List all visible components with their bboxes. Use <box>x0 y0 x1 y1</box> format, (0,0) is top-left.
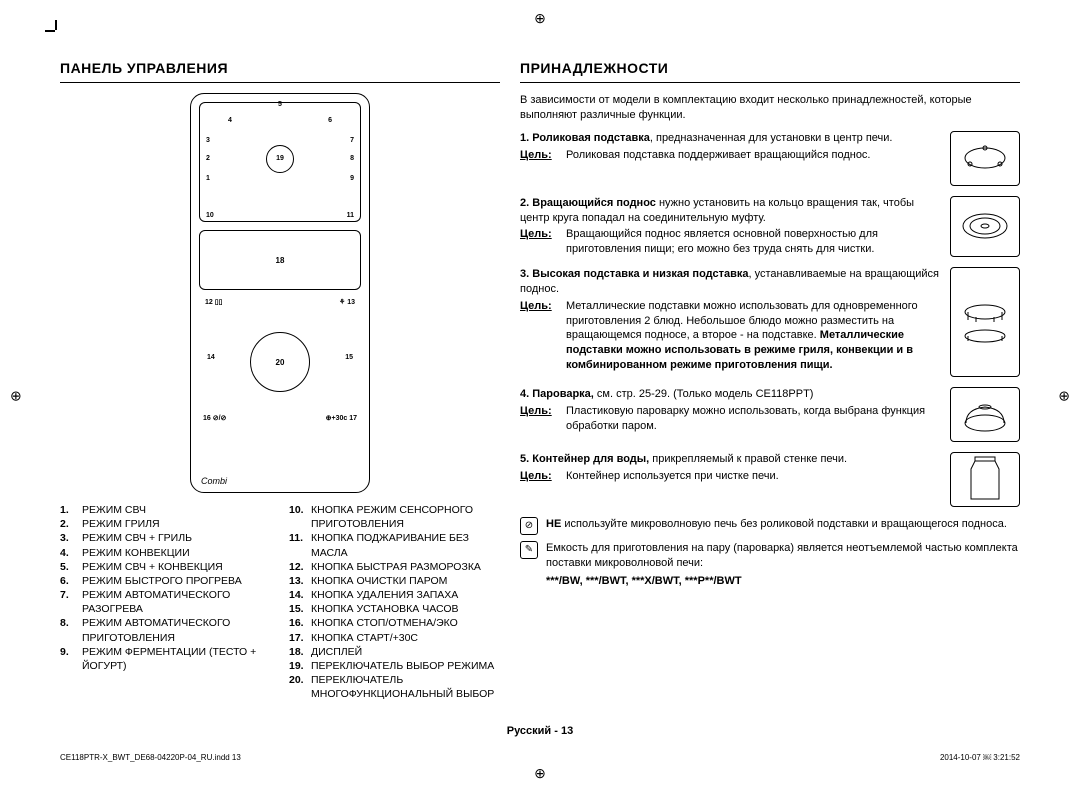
accessory-illustration <box>950 196 1020 257</box>
mode-item: 19.ПЕРЕКЛЮЧАТЕЛЬ ВЫБОР РЕЖИМА <box>289 659 500 673</box>
accessory-item: 3. Высокая подставка и низкая подставка,… <box>520 267 1020 377</box>
info-icon: ✎ <box>520 541 538 559</box>
panel-rule <box>60 82 500 83</box>
mode-item: 11.КНОПКА ПОДЖАРИВАНИЕ БЕЗ МАСЛА <box>289 531 500 559</box>
mode-item: 12.КНОПКА БЫСТРАЯ РАЗМОРОЗКА <box>289 560 500 574</box>
register-mark-bottom: ⊕ <box>534 765 546 782</box>
diagram-mid-row: 12 ▯▯ ⚘ 13 <box>199 298 361 306</box>
accessory-item: 4. Пароварка, см. стр. 25-29. (Только мо… <box>520 387 1020 442</box>
warning-note: ⊘ НЕ используйте микроволновую печь без … <box>520 517 1020 535</box>
diagram-upper: 5 4 6 3 7 2 19 8 1 9 10 11 <box>199 102 361 222</box>
accessories-intro: В зависимости от модели в комплектацию в… <box>520 93 1020 123</box>
accessory-illustration <box>950 131 1020 186</box>
diagram-screen: 18 <box>199 230 361 290</box>
mode-item: 6.РЕЖИМ БЫСТРОГО ПРОГРЕВА <box>60 574 271 588</box>
model-codes: ***/BW, ***/BWT, ***X/BWT, ***P**/BWT <box>520 575 1020 587</box>
combi-label: Combi <box>201 476 227 486</box>
mode-item: 15.КНОПКА УСТАНОВКА ЧАСОВ <box>289 602 500 616</box>
mode-item: 16.КНОПКА СТОП/ОТМЕНА/ЭКО <box>289 616 500 630</box>
register-mark-top: ⊕ <box>534 10 546 27</box>
mode-item: 17.КНОПКА СТАРТ/+30С <box>289 631 500 645</box>
accessory-illustration <box>950 267 1020 377</box>
accessory-item: 5. Контейнер для воды, прикрепляемый к п… <box>520 452 1020 507</box>
accessory-item: 1. Роликовая подставка, предназначенная … <box>520 131 1020 186</box>
mode-item: 2.РЕЖИМ ГРИЛЯ <box>60 517 271 531</box>
control-panel-diagram: 5 4 6 3 7 2 19 8 1 9 10 11 18 12 ▯▯ ⚘ 13… <box>190 93 370 493</box>
indd-footer: CE118PTR-X_BWT_DE68-04220P-04_RU.indd 13… <box>60 753 1020 762</box>
mode-item: 10.КНОПКА РЕЖИМ СЕНСОРНОГО ПРИГОТОВЛЕНИЯ <box>289 503 500 531</box>
accessories-rule <box>520 82 1020 83</box>
crop-mark <box>45 30 55 32</box>
panel-title: ПАНЕЛЬ УПРАВЛЕНИЯ <box>60 60 500 76</box>
accessory-illustration <box>950 452 1020 507</box>
info-note: ✎ Емкость для приготовления на пару (пар… <box>520 541 1020 571</box>
mode-item: 5.РЕЖИМ СВЧ + КОНВЕКЦИЯ <box>60 560 271 574</box>
mode-item: 14.КНОПКА УДАЛЕНИЯ ЗАПАХА <box>289 588 500 602</box>
mode-item: 9.РЕЖИМ ФЕРМЕНТАЦИИ (ТЕСТО + ЙОГУРТ) <box>60 645 271 673</box>
register-mark-left: ⊕ <box>10 388 22 405</box>
accessory-illustration <box>950 387 1020 442</box>
modes-list: 1.РЕЖИМ СВЧ2.РЕЖИМ ГРИЛЯ3.РЕЖИМ СВЧ + ГР… <box>60 503 500 701</box>
mode-item: 4.РЕЖИМ КОНВЕКЦИИ <box>60 546 271 560</box>
mode-item: 20.ПЕРЕКЛЮЧАТЕЛЬ МНОГОФУНКЦИОНАЛЬНЫЙ ВЫБ… <box>289 673 500 701</box>
mode-item: 13.КНОПКА ОЧИСТКИ ПАРОМ <box>289 574 500 588</box>
diagram-dial: 20 14 15 16 ⊘/⊘ ⊕+30с 17 <box>199 312 361 422</box>
mode-item: 1.РЕЖИМ СВЧ <box>60 503 271 517</box>
mode-item: 18.ДИСПЛЕЙ <box>289 645 500 659</box>
warning-icon: ⊘ <box>520 517 538 535</box>
mode-item: 7.РЕЖИМ АВТОМАТИЧЕСКОГО РАЗОГРЕВА <box>60 588 271 616</box>
page-footer: Русский - 13 <box>0 725 1080 737</box>
mode-item: 3.РЕЖИМ СВЧ + ГРИЛЬ <box>60 531 271 545</box>
accessories-title: ПРИНАДЛЕЖНОСТИ <box>520 60 1020 76</box>
register-mark-right: ⊕ <box>1058 388 1070 405</box>
accessory-item: 2. Вращающийся поднос нужно установить н… <box>520 196 1020 257</box>
crop-mark <box>55 20 57 30</box>
mode-item: 8.РЕЖИМ АВТОМАТИЧЕСКОГО ПРИГОТОВЛЕНИЯ <box>60 616 271 644</box>
